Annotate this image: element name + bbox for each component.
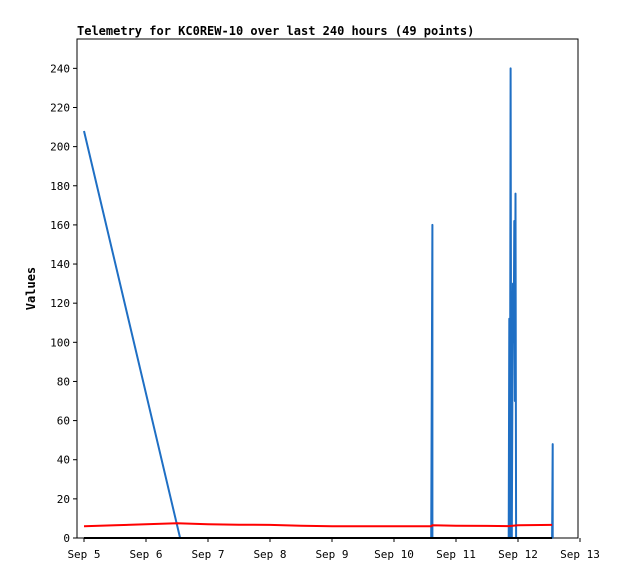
y-tick-label: 0 [63,532,70,545]
series-1-line [83,522,553,528]
y-tick-label: 200 [50,141,70,154]
x-tick-label: Sep 10 [374,548,414,561]
y-tick-label: 80 [57,375,70,388]
x-tick-label: Sep 12 [498,548,538,561]
y-axis-label: Values [24,267,38,310]
y-tick-label: 140 [50,258,70,271]
x-tick-label: Sep 13 [560,548,600,561]
y-axis: 0 20 40 60 80 100 120 140 160 180 200 220 240 [50,62,77,545]
y-tick-label: 20 [57,493,70,506]
y-tick-label: 60 [57,415,70,428]
chart-title: Telemetry for KC0REW-10 over last 240 ho… [77,24,474,38]
series-layer [83,67,554,539]
y-tick-label: 100 [50,336,70,349]
y-tick-label: 180 [50,180,70,193]
y-tick-label: 240 [50,62,70,75]
y-tick-label: 40 [57,454,70,467]
y-tick-label: 120 [50,297,70,310]
x-tick-label: Sep 9 [315,548,348,561]
y-tick-label: 220 [50,101,70,114]
x-tick-label: Sep 5 [67,548,100,561]
y-tick-label: 160 [50,219,70,232]
x-tick-label: Sep 6 [129,548,162,561]
x-tick-label: Sep 11 [436,548,476,561]
x-axis: Sep 5 Sep 6 Sep 7 Sep 8 Sep 9 Sep 10 Sep 11 Sep… [67,538,600,561]
plot-frame [76,38,579,539]
x-tick-label: Sep 7 [191,548,224,561]
x-tick-label: Sep 8 [253,548,286,561]
